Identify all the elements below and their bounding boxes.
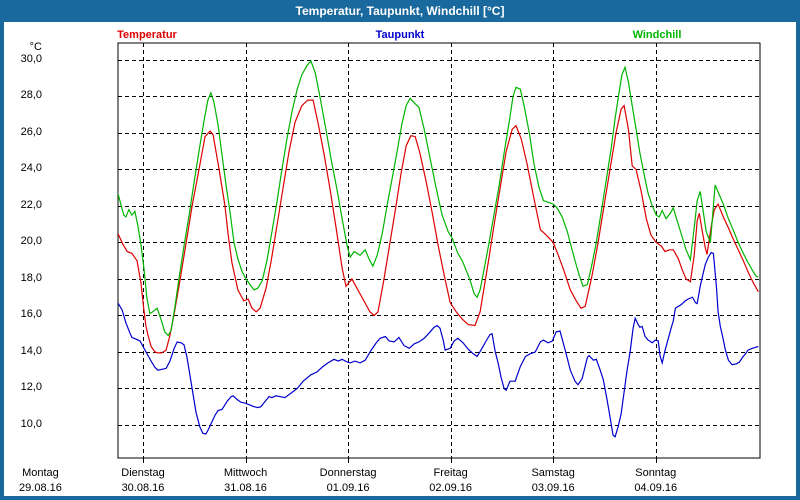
day-date: 29.08.16 — [19, 482, 62, 494]
day-date: 03.09.16 — [531, 482, 575, 494]
day-name: Donnerstag — [319, 467, 377, 479]
y-tick-label: 12,0 — [20, 381, 42, 394]
y-tick-label: 14,0 — [20, 344, 42, 357]
y-tick-label: 26,0 — [20, 125, 42, 138]
y-axis-unit: °C — [29, 41, 42, 53]
series-temperatur — [118, 99, 759, 354]
y-tick-label: 18,0 — [20, 271, 42, 284]
title-bar: Temperatur, Taupunkt, Windchill [°C] — [0, 0, 800, 22]
day-name: Sonntag — [635, 467, 677, 479]
day-name: Freitag — [433, 467, 468, 479]
page-title: Temperatur, Taupunkt, Windchill [°C] — [295, 4, 505, 18]
legend-temperature: Temperatur — [117, 29, 177, 41]
window-border-right — [796, 22, 800, 500]
day-date: 02.09.16 — [429, 482, 473, 494]
window-border-bottom — [0, 496, 800, 500]
y-tick-label: 16,0 — [20, 308, 42, 321]
window-border-left — [0, 22, 4, 500]
day-name: Dienstag — [121, 467, 165, 479]
day-name: Samstag — [531, 467, 575, 479]
y-tick-label: 22,0 — [20, 198, 42, 211]
series-windchill — [118, 59, 759, 337]
day-date: 31.08.16 — [224, 482, 267, 494]
series-taupunkt — [118, 251, 759, 438]
y-tick-label: 24,0 — [20, 162, 42, 175]
legend-windchill: Windchill — [632, 29, 682, 41]
day-name: Montag — [22, 467, 59, 479]
day-date: 01.09.16 — [326, 482, 370, 494]
day-date: 30.08.16 — [121, 482, 165, 494]
day-date: 04.09.16 — [634, 482, 678, 494]
y-tick-label: 28,0 — [20, 89, 42, 102]
y-tick-label: 20,0 — [20, 235, 42, 248]
y-tick-label: 10,0 — [20, 417, 42, 430]
legend-dewpoint: Taupunkt — [375, 29, 425, 41]
y-tick-label: 30,0 — [20, 52, 42, 65]
day-name: Mittwoch — [223, 467, 268, 479]
